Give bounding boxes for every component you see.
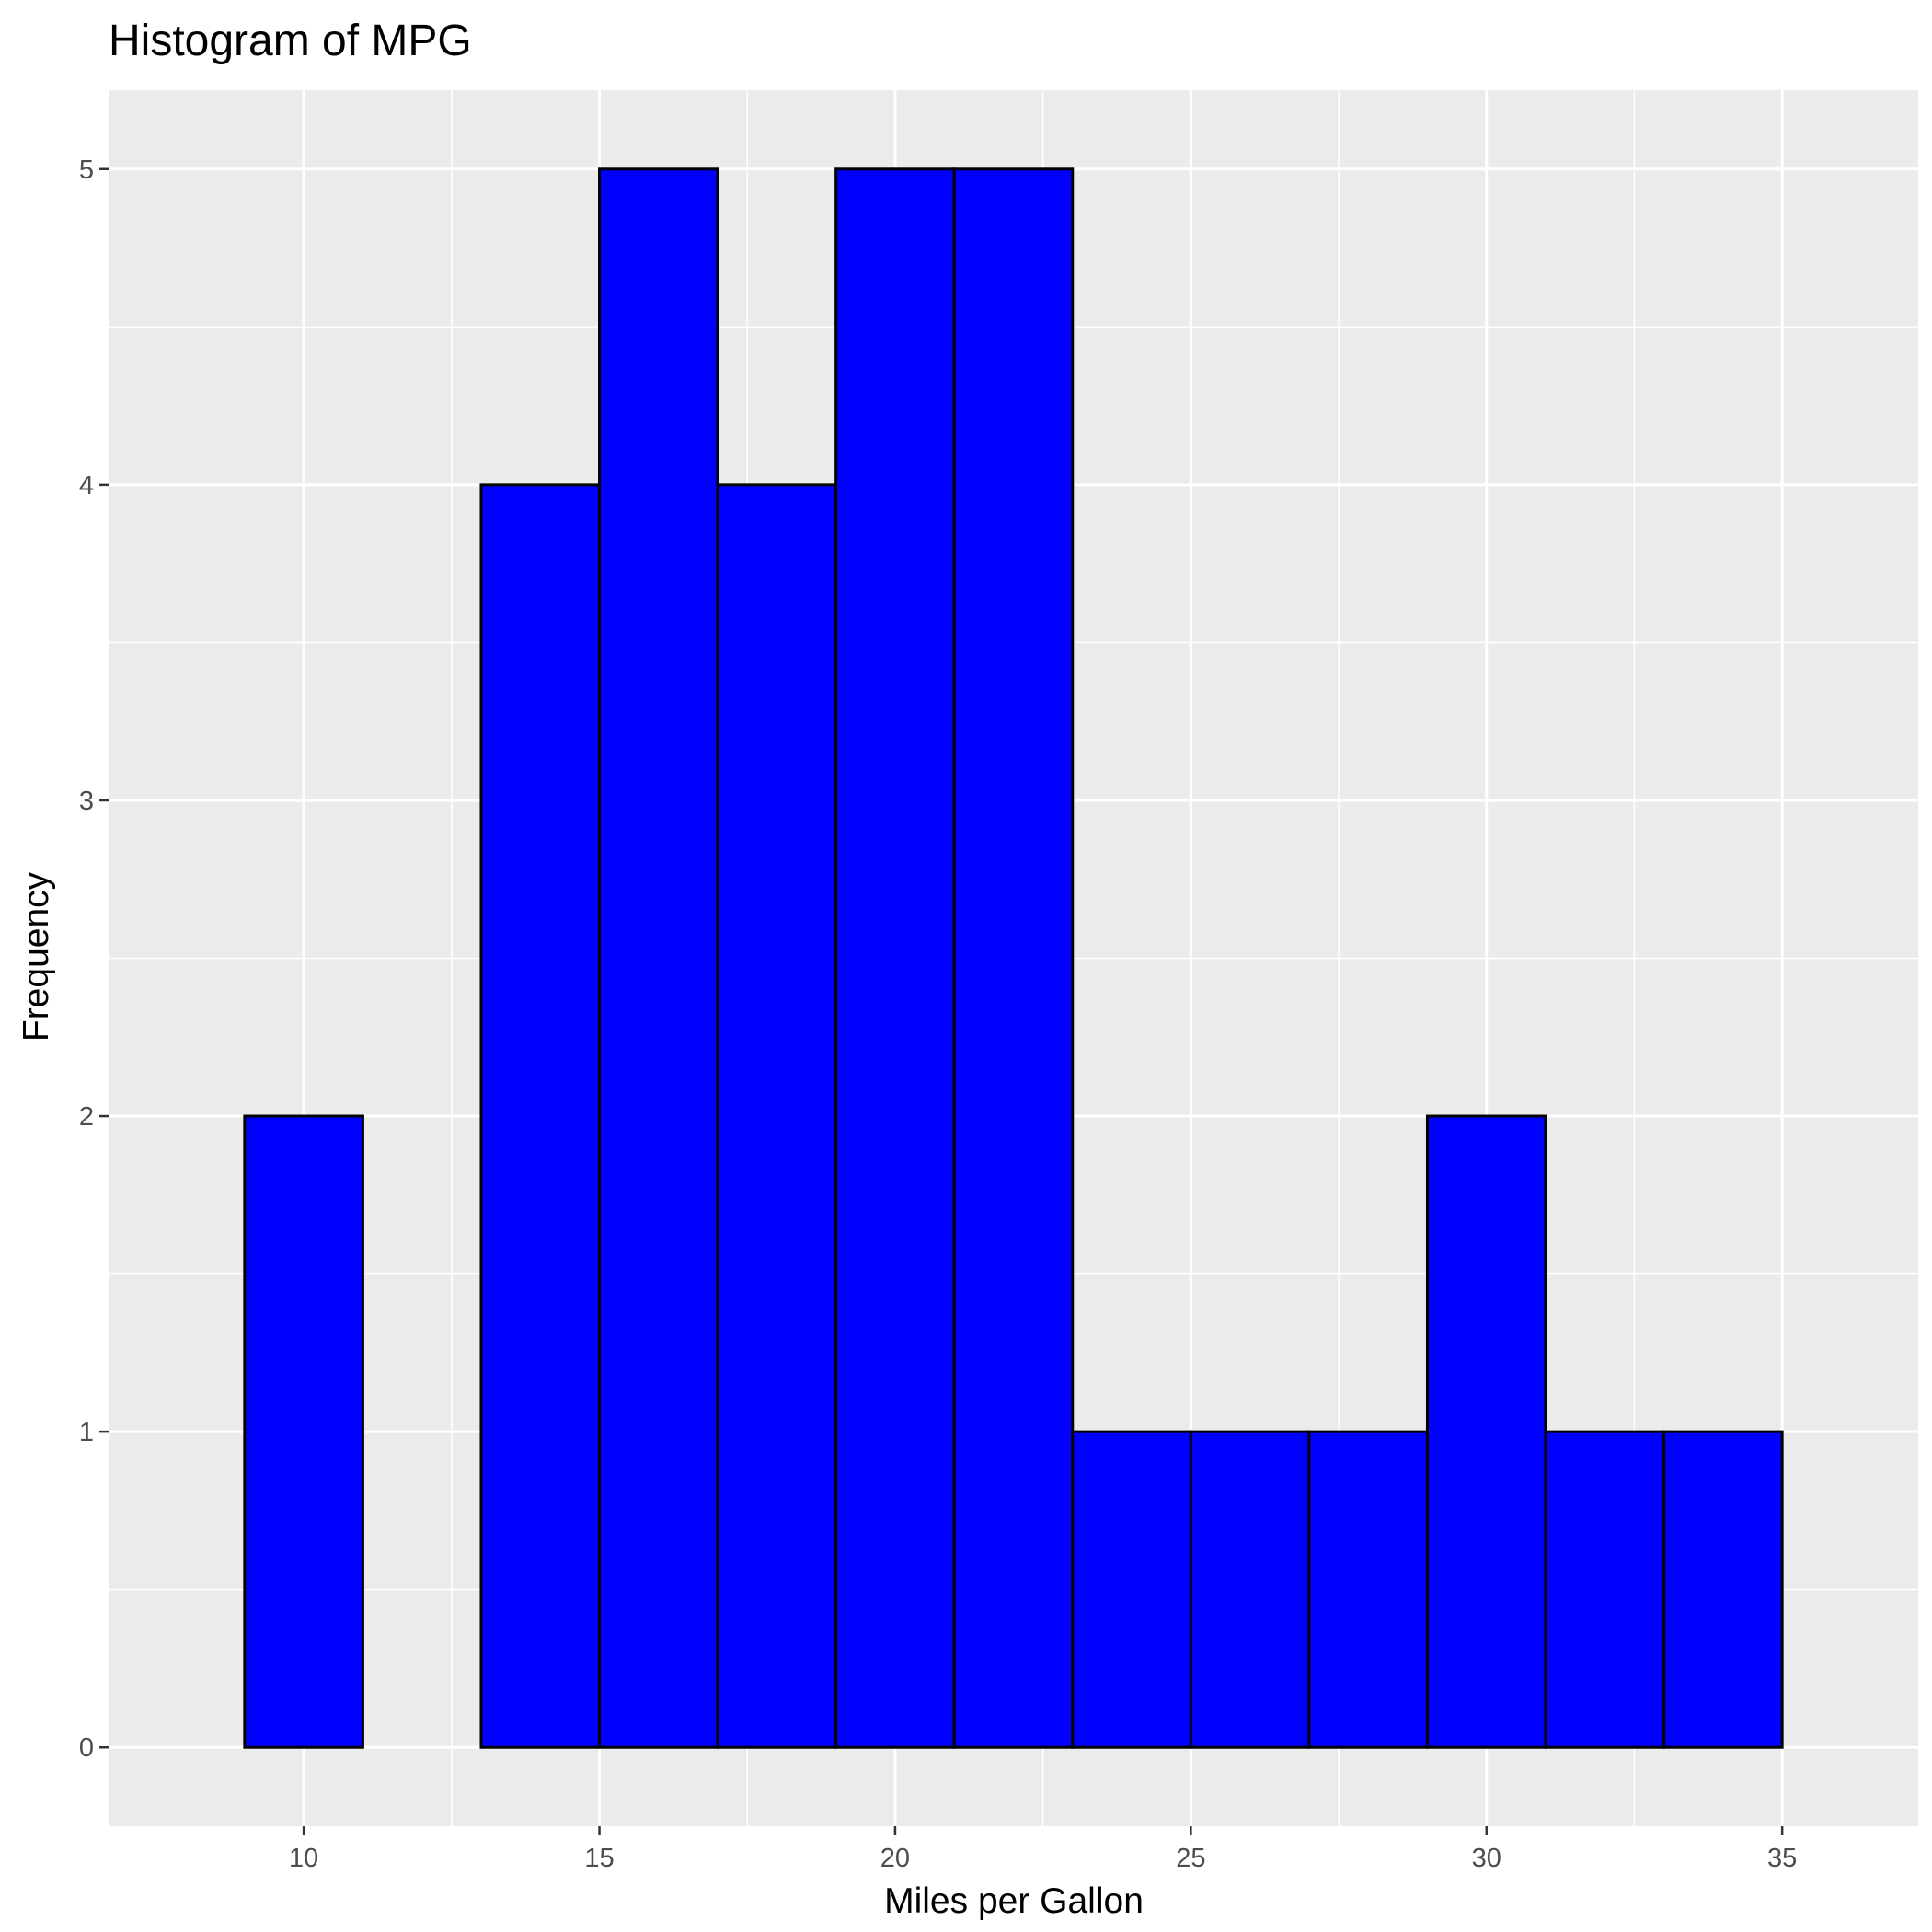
x-tick-label: 35 xyxy=(1767,1844,1797,1873)
histogram-bar xyxy=(952,167,1075,1749)
x-tick-label: 10 xyxy=(289,1844,318,1873)
histogram-bar xyxy=(243,1114,364,1749)
x-tick-label: 30 xyxy=(1472,1844,1501,1873)
histogram-bar xyxy=(1425,1114,1547,1749)
x-tick-label: 25 xyxy=(1176,1844,1205,1873)
histogram-bar xyxy=(716,483,838,1749)
y-tick-label: 3 xyxy=(79,787,94,816)
x-tick-label: 15 xyxy=(584,1844,614,1873)
y-axis: 0 1 2 3 4 5 xyxy=(79,155,109,1763)
histogram-bar xyxy=(479,483,602,1749)
y-tick-label: 2 xyxy=(79,1102,94,1132)
y-tick-label: 4 xyxy=(79,471,94,500)
y-axis-title: Frequency xyxy=(17,871,56,1041)
chart-title: Histogram of MPG xyxy=(109,17,472,65)
y-tick-label: 0 xyxy=(79,1733,94,1763)
histogram-bar xyxy=(834,167,956,1749)
histogram-bar xyxy=(1307,1430,1429,1749)
histogram-bars xyxy=(243,167,1784,1749)
y-tick-label: 5 xyxy=(79,155,94,185)
x-tick-label: 20 xyxy=(880,1844,910,1873)
histogram-bar xyxy=(1189,1430,1311,1749)
histogram-bar xyxy=(1544,1430,1666,1749)
y-tick-label: 1 xyxy=(79,1418,94,1447)
x-axis: 10 15 20 25 30 35 xyxy=(289,1826,1797,1873)
histogram-bar xyxy=(598,167,719,1749)
histogram-bar xyxy=(1662,1430,1784,1749)
x-axis-title: Miles per Gallon xyxy=(884,1881,1144,1921)
histogram-bar xyxy=(1071,1430,1192,1749)
